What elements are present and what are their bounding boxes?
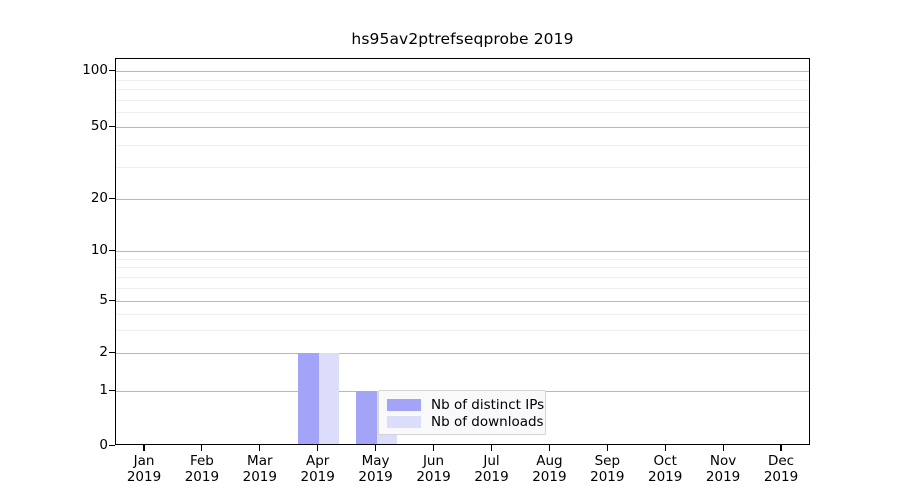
y-tick-mark <box>109 70 115 72</box>
x-tick-label: Nov 2019 <box>688 453 758 485</box>
gridline-major <box>116 71 809 72</box>
x-tick-mark <box>259 445 261 451</box>
gridline-major <box>116 353 809 354</box>
bar <box>297 353 319 444</box>
x-tick-year: 2019 <box>705 469 741 485</box>
gridline-minor <box>116 112 809 114</box>
x-tick-year: 2019 <box>532 469 567 485</box>
legend-item[interactable]: Nb of distinct IPs <box>387 396 544 413</box>
y-tick-label: 100 <box>82 62 108 78</box>
x-tick-month: Jan <box>133 453 155 469</box>
x-tick-label: Jan 2019 <box>109 453 179 485</box>
x-tick-year: 2019 <box>474 469 509 485</box>
gridline-major <box>116 301 809 302</box>
y-tick-label: 5 <box>99 292 108 308</box>
x-tick-label: Jun 2019 <box>399 453 469 485</box>
x-tick-label: Jul 2019 <box>457 453 527 485</box>
gridline-minor <box>116 79 809 81</box>
y-tick-mark <box>109 352 115 354</box>
x-tick-month: Mar <box>247 453 273 469</box>
chart-title: hs95av2ptrefseqprobe 2019 <box>351 30 574 48</box>
x-tick-mark <box>143 445 145 451</box>
x-tick-month: Aug <box>536 453 563 469</box>
x-tick-month: Apr <box>306 453 330 469</box>
x-tick-label: Dec 2019 <box>746 453 816 485</box>
x-tick-year: 2019 <box>300 469 335 485</box>
y-tick-mark <box>109 300 115 302</box>
x-tick-label: Apr 2019 <box>283 453 353 485</box>
x-tick-mark <box>780 445 782 451</box>
y-tick-label: 50 <box>90 118 108 134</box>
gridline-minor <box>116 313 809 315</box>
x-tick-month: Dec <box>767 453 795 469</box>
gridline-minor <box>116 167 809 169</box>
x-tick-year: 2019 <box>763 469 799 485</box>
gridline-minor <box>116 144 809 146</box>
x-tick-mark <box>548 445 550 451</box>
legend-label-distinct-ips: Nb of distinct IPs <box>431 396 545 413</box>
x-tick-year: 2019 <box>358 469 393 485</box>
x-tick-month: Sep <box>594 453 621 469</box>
bar <box>355 391 377 444</box>
gridline-minor <box>116 99 809 101</box>
x-tick-month: May <box>361 453 390 469</box>
gridline-minor <box>116 258 809 260</box>
gridline-minor <box>116 276 809 278</box>
x-tick-mark <box>201 445 203 451</box>
x-tick-mark <box>432 445 435 451</box>
plot-area <box>115 58 810 445</box>
y-tick-mark <box>109 250 115 252</box>
x-tick-label: Sep 2019 <box>572 453 642 485</box>
gridline-minor <box>116 287 809 289</box>
x-tick-mark <box>606 445 608 451</box>
x-tick-label: Aug 2019 <box>514 453 584 485</box>
y-tick-mark <box>109 126 115 128</box>
x-tick-month: Oct <box>653 453 677 469</box>
x-tick-mark <box>664 445 666 451</box>
bar <box>318 353 340 444</box>
x-tick-label: May 2019 <box>341 453 411 485</box>
x-tick-month: Feb <box>189 453 214 469</box>
x-tick-year: 2019 <box>416 469 451 485</box>
x-tick-month: Jun <box>422 453 445 469</box>
y-tick-label: 2 <box>99 344 108 360</box>
x-tick-month: Jul <box>483 453 500 469</box>
gridline-minor <box>116 330 809 331</box>
x-tick-mark <box>375 445 377 451</box>
x-tick-year: 2019 <box>184 469 220 485</box>
y-tick-mark <box>109 445 115 447</box>
gridline-minor <box>116 89 809 90</box>
x-tick-label: Mar 2019 <box>225 453 295 485</box>
y-axis: 0 1 2 5 10 20 50 100 <box>40 58 108 453</box>
x-tick-month: Nov <box>709 453 737 469</box>
y-tick-mark <box>109 198 115 200</box>
y-tick-label: 10 <box>90 242 108 258</box>
chart-legend: Nb of distinct IPs Nb of downloads <box>378 390 546 435</box>
x-tick-mark <box>490 445 493 451</box>
x-tick-label: Oct 2019 <box>630 453 700 485</box>
x-tick-mark <box>722 445 724 451</box>
y-tick-label: 0 <box>99 437 108 453</box>
y-tick-label: 1 <box>99 382 108 398</box>
x-tick-year: 2019 <box>242 469 277 485</box>
legend-swatch-distinct-ips <box>387 398 421 411</box>
legend-label-downloads: Nb of downloads <box>431 413 544 430</box>
gridline-major <box>116 251 809 252</box>
gridline-minor <box>116 267 809 269</box>
y-tick-mark <box>109 390 115 392</box>
x-tick-year: 2019 <box>590 469 625 485</box>
legend-swatch-downloads <box>387 415 421 428</box>
x-tick-label: Feb 2019 <box>167 453 237 485</box>
legend-item[interactable]: Nb of downloads <box>387 413 544 430</box>
y-tick-label: 20 <box>90 190 108 206</box>
x-tick-mark <box>317 445 319 451</box>
gridline-major <box>116 199 809 200</box>
x-tick-year: 2019 <box>648 469 683 485</box>
gridline-major <box>116 127 809 128</box>
x-tick-year: 2019 <box>126 469 162 485</box>
